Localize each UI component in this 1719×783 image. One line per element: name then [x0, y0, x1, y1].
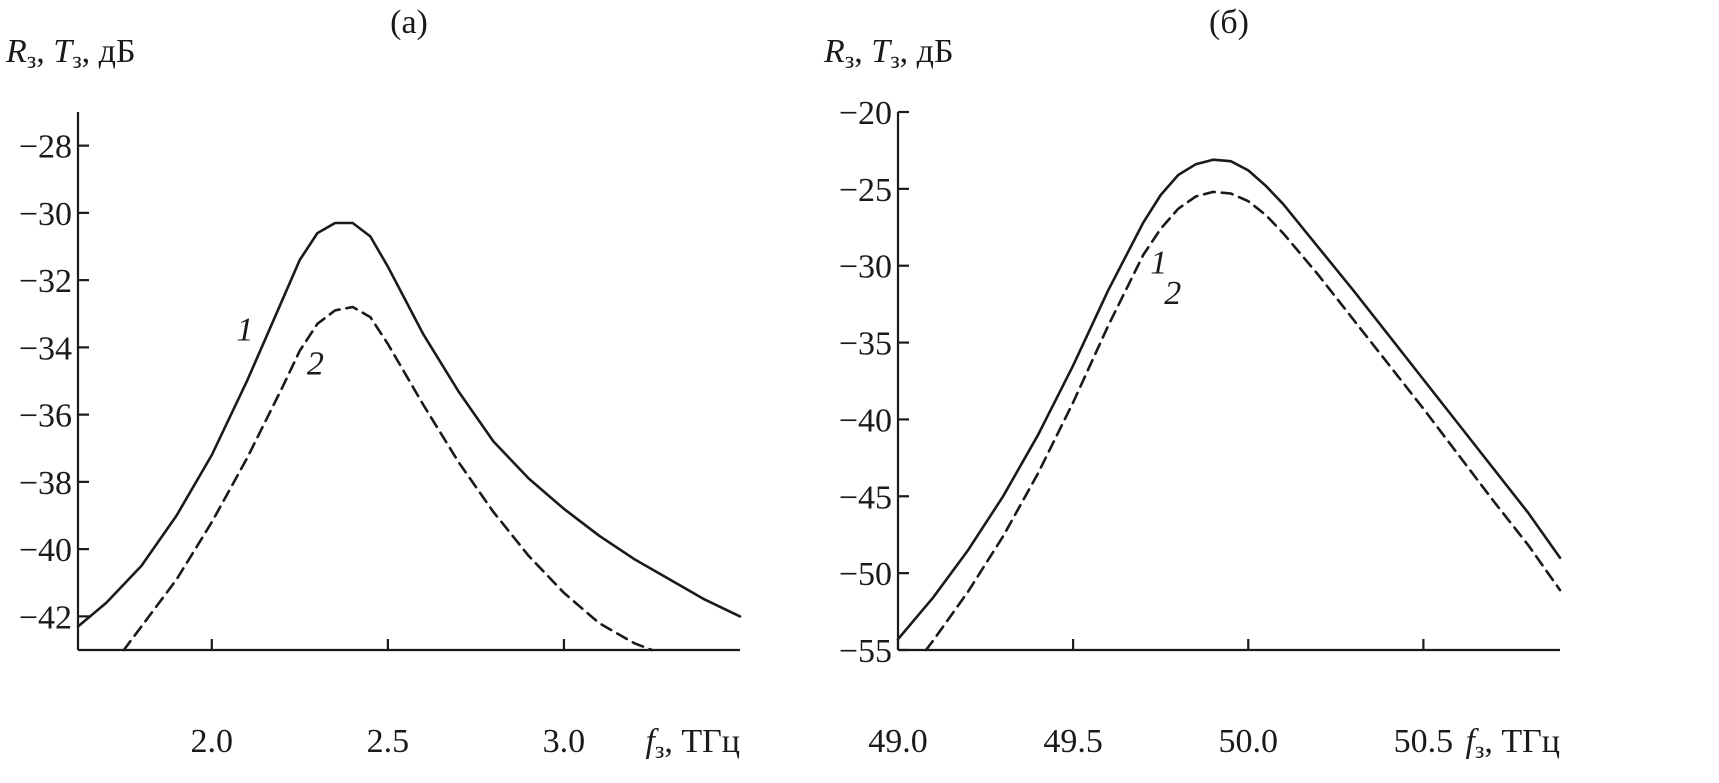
series-1-line [896, 158, 1562, 641]
y-axis-label-part: , [854, 33, 871, 70]
x-axis-label-part: з [1475, 738, 1484, 764]
series-2-line [122, 305, 654, 652]
series-2-line [924, 190, 1562, 652]
y-tick-label: −38 [19, 465, 72, 502]
x-tick-label: 2.5 [367, 723, 410, 760]
y-axis-label-part: з [27, 48, 36, 74]
y-tick-label: −40 [19, 532, 72, 569]
y-axis-label-part: з [72, 48, 81, 74]
x-tick-label: 50.5 [1394, 723, 1454, 760]
y-axis-label-part: , дБ [900, 33, 954, 70]
x-tick-label: 49.0 [868, 723, 928, 760]
y-axis-label: Rз, Tз, дБ [5, 33, 136, 74]
y-tick-label: −45 [839, 479, 892, 516]
y-tick-label: −30 [839, 249, 892, 286]
x-axis-label: fз, ТГц [1465, 723, 1560, 764]
y-axis-label-part: T [871, 33, 892, 70]
y-tick-label: −35 [839, 326, 892, 363]
y-axis-label-part: R [823, 33, 845, 70]
curve-label-2: 2 [307, 345, 324, 382]
y-axis-label: Rз, Tз, дБ [823, 33, 954, 74]
y-tick-label: −20 [839, 95, 892, 132]
curve-label-1: 1 [236, 312, 253, 349]
y-axis-label-part: R [5, 33, 27, 70]
chart-panel-a: −28 −30 −32 −34 −36 −38 −40 −42 2.0 2.5 3.0 1 2 (а) Rз… [5, 4, 742, 764]
y-tick-label: −40 [839, 402, 892, 439]
x-tick-label: 2.0 [191, 723, 234, 760]
x-tick-label: 49.5 [1043, 723, 1103, 760]
series-1-line [76, 221, 742, 628]
y-axis-label-part: з [845, 48, 854, 74]
x-tick-label: 50.0 [1219, 723, 1279, 760]
x-axis-label-part: , ТГц [664, 723, 740, 760]
y-axis-label-part: T [53, 33, 74, 70]
y-tick-label: −50 [839, 556, 892, 593]
y-tick-label: −34 [19, 330, 72, 367]
y-axis-label-part: , [36, 33, 53, 70]
x-axis-label: fз, ТГц [645, 723, 740, 764]
curve-label-2: 2 [1164, 275, 1181, 312]
y-axis-label-part: з [890, 48, 899, 74]
y-tick-label: −28 [19, 129, 72, 166]
panel-label: (б) [1209, 4, 1249, 41]
y-tick-label: −32 [19, 263, 72, 300]
y-tick-label: −36 [19, 398, 72, 435]
y-tick-label: −30 [19, 196, 72, 233]
y-tick-label: −42 [19, 599, 72, 636]
y-tick-label: −25 [839, 172, 892, 209]
y-tick-label: −55 [839, 633, 892, 670]
chart-panel-b: −20 −25 −30 −35 −40 −45 −50 −55 49.0 49.5 50.0 50.5… [823, 4, 1562, 764]
panel-label: (а) [390, 4, 428, 41]
curve-label-1: 1 [1150, 244, 1167, 281]
x-tick-label: 3.0 [543, 723, 586, 760]
x-axis-label-part: з [655, 738, 664, 764]
y-axis-label-part: , дБ [82, 33, 136, 70]
x-axis-label-part: , ТГц [1484, 723, 1560, 760]
